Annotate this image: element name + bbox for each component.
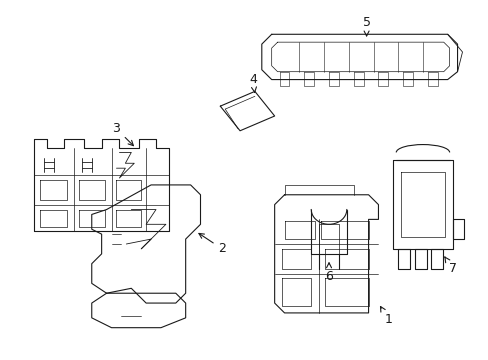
Text: 6: 6 [325, 263, 332, 283]
Text: 4: 4 [248, 73, 256, 92]
Text: 7: 7 [444, 257, 456, 275]
Text: 3: 3 [112, 122, 133, 146]
Text: 1: 1 [380, 306, 391, 326]
Text: 2: 2 [199, 233, 226, 255]
Text: 5: 5 [362, 16, 370, 36]
